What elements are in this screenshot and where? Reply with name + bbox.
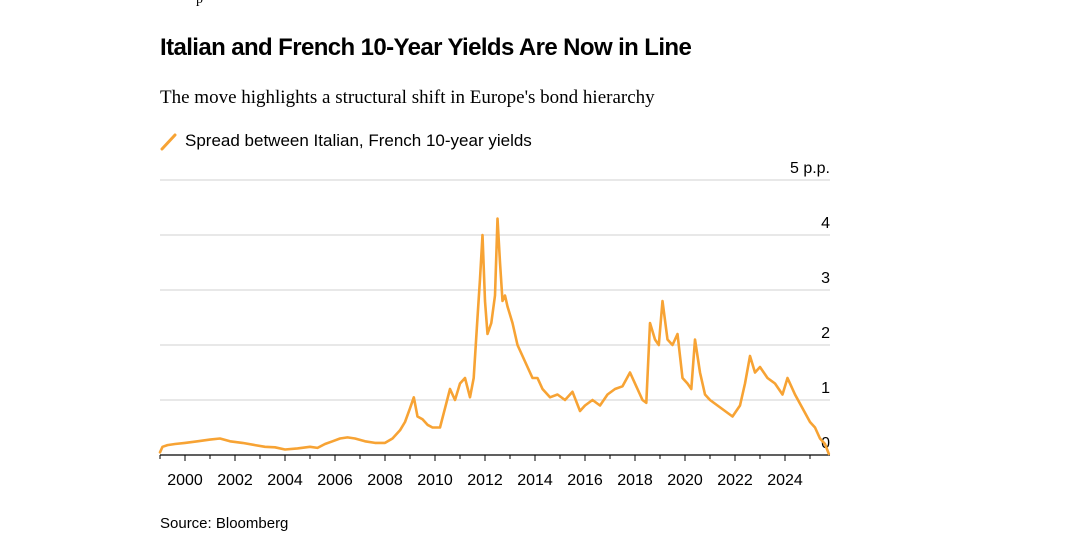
legend-line-icon — [160, 133, 177, 151]
legend-label: Spread between Italian, French 10-year y… — [185, 131, 532, 150]
y-tick-label: 5 p.p. — [790, 160, 830, 177]
x-tick-label: 2024 — [767, 472, 803, 489]
top-text-fragment: p — [196, 0, 203, 8]
series-line-spread — [158, 217, 831, 456]
legend: Spread between Italian, French 10-year y… — [160, 131, 532, 151]
x-tick-label: 2022 — [717, 472, 753, 489]
y-tick-label: 4 — [821, 215, 830, 232]
x-tick-label: 2008 — [367, 472, 403, 489]
x-tick-label: 2014 — [517, 472, 553, 489]
x-tick-label: 2000 — [167, 472, 203, 489]
x-tick-label: 2012 — [467, 472, 503, 489]
x-tick-label: 2016 — [567, 472, 603, 489]
y-tick-label: 3 — [821, 270, 830, 287]
chart-title: Italian and French 10-Year Yields Are No… — [160, 34, 692, 61]
chart-subtitle: The move highlights a structural shift i… — [160, 87, 655, 108]
x-tick-label: 2006 — [317, 472, 353, 489]
x-tick-label: 2020 — [667, 472, 703, 489]
source-note: Source: Bloomberg — [160, 515, 289, 532]
x-tick-label: 2018 — [617, 472, 653, 489]
y-tick-label: 2 — [821, 325, 830, 342]
y-tick-label: 1 — [821, 380, 830, 397]
x-tick-label: 2010 — [417, 472, 453, 489]
x-tick-label: 2004 — [267, 472, 303, 489]
x-tick-label: 2002 — [217, 472, 253, 489]
